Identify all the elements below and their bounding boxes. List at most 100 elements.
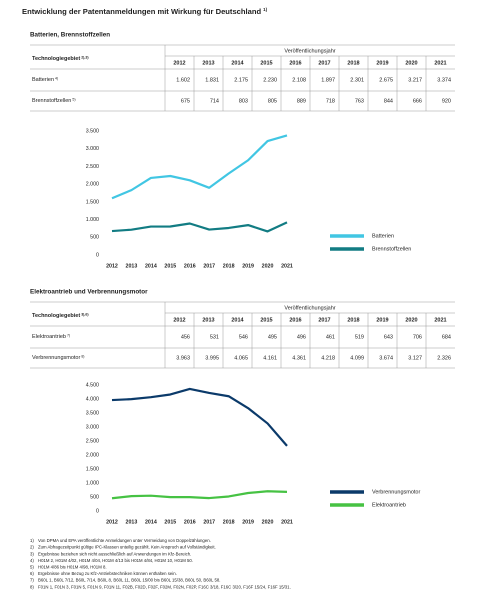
cell: 519 [355,334,364,340]
x-tick-label: 2019 [242,263,254,269]
cell: 643 [384,334,393,340]
cell: 3.963 [176,355,190,361]
cell: 4.361 [292,355,306,361]
cell: 495 [268,334,277,340]
cell: 4.065 [234,355,248,361]
year: 2013 [202,60,214,66]
row-label-line: Brennstoffzellen5) [32,97,76,104]
label-header: Technologiegebiet [32,313,80,319]
cell: 714 [210,98,219,104]
x-tick-label: 2014 [145,519,157,525]
x-tick-label: 2012 [106,519,118,525]
y-tick-label: 4.500 [86,382,99,388]
footnote-text: F01N 1, F01N 3, F01N 5, F01N 9, F01N 11,… [38,584,291,589]
legend-label: Brennstoffzellen [372,246,411,252]
row-label: Brennstoffzellen [32,98,71,104]
row-label: Batterien [32,77,54,83]
year: 2015 [260,317,272,323]
legend-label: Elektroantrieb [372,502,406,508]
label-header-note: 3),6) [81,312,89,316]
row-label-line: Batterien4) [32,76,58,83]
footnote-text: H01M 2, H01M 4/02, H01M 4/04, H01M 4/13 … [38,558,193,563]
cell: 496 [297,334,306,340]
label-header-line: Technologiegebiet2),3) [32,55,89,62]
x-tick-label: 2020 [262,519,274,525]
row-label-note: 7) [67,333,70,337]
y-tick-label: 2.500 [86,164,99,170]
year: 2020 [405,317,417,323]
row-label: Elektroantrieb [32,334,66,340]
year: 2014 [231,60,244,66]
row-label-note: 4) [55,76,58,80]
cell: 675 [181,98,190,104]
cell: 803 [239,98,248,104]
cell: 2.175 [234,77,248,83]
x-tick-label: 2014 [145,263,157,269]
year: 2019 [376,317,388,323]
cell: 461 [326,334,335,340]
cell: 805 [268,98,277,104]
y-tick-label: 0 [96,252,99,258]
y-tick-label: 1.000 [86,217,99,223]
row-label-line: Verbrennungsmotor8) [32,354,85,361]
cell: 1.897 [321,77,335,83]
y-tick-label: 3.500 [86,410,99,416]
legend-label: Batterien [372,233,394,239]
year: 2017 [318,317,330,323]
cell: 1.831 [205,77,219,83]
cell: 2.301 [350,77,364,83]
year: 2015 [260,60,272,66]
cell: 763 [355,98,364,104]
x-tick-label: 2017 [203,519,215,525]
series-line [111,387,288,447]
year: 2018 [347,317,359,323]
x-tick-label: 2020 [262,263,274,269]
cell: 706 [413,334,422,340]
series-line [111,221,288,233]
cell: 684 [442,334,451,340]
label-header: Technologiegebiet [32,56,80,62]
cell: 3.995 [205,355,219,361]
cell: 3.127 [408,355,422,361]
y-tick-label: 4.000 [86,396,99,402]
x-tick-label: 2021 [281,263,293,269]
year: 2016 [289,60,301,66]
year: 2013 [202,317,214,323]
cell: 3.674 [379,355,393,361]
y-tick-label: 1.000 [86,480,99,486]
x-tick-label: 2013 [126,263,138,269]
year: 2017 [318,60,330,66]
y-tick-label: 2.500 [86,438,99,444]
footnote-text: B60L 1, B60L 7/12, B60L 7/14, B60L 8, B6… [38,578,220,583]
footnote-mark: 2) [30,545,34,550]
year: 2014 [231,317,244,323]
year: 2020 [405,60,417,66]
footnote-mark: 5) [30,565,34,570]
footnote-mark: 6) [30,571,34,576]
year: 2021 [434,317,446,323]
year: 2012 [173,317,185,323]
cell: 1.602 [176,77,190,83]
cell: 456 [181,334,190,340]
section-heading: Elektroantrieb und Verbrennungsmotor [30,289,148,296]
x-tick-label: 2017 [203,263,215,269]
y-tick-label: 0 [96,508,99,514]
cell: 4.099 [350,355,364,361]
row-label-line: Elektroantrieb7) [32,333,70,340]
label-header-line: Technologiegebiet3),6) [32,312,89,319]
row-label-note: 8) [81,354,84,358]
cell: 531 [210,334,219,340]
y-tick-label: 2.000 [86,182,99,188]
cell: 2.675 [379,77,393,83]
year: 2019 [376,60,388,66]
legend-label: Verbrennungsmotor [372,489,420,495]
y-tick-label: 3.000 [86,146,99,152]
title-note: 1) [263,7,268,12]
year: 2021 [434,60,446,66]
x-tick-label: 2021 [281,519,293,525]
footnote-mark: 8) [30,584,34,589]
y-tick-label: 3.500 [86,128,99,134]
cell: 844 [384,98,393,104]
label-header-note: 2),3) [81,55,89,59]
